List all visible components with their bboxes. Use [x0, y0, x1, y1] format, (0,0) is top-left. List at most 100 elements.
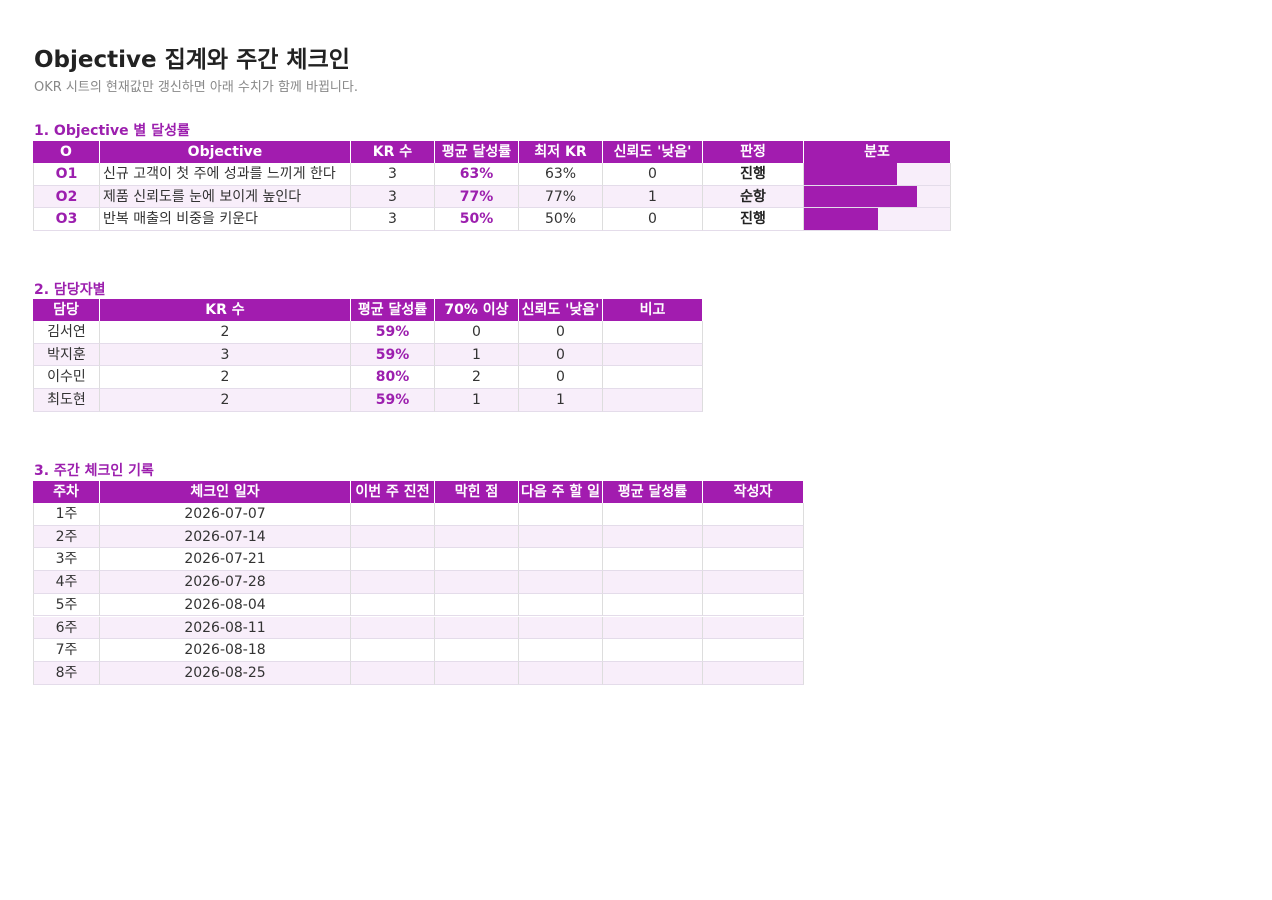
empty-cell: [519, 571, 603, 594]
week: 3주: [33, 548, 100, 572]
empty-cell: [351, 525, 435, 549]
empty-cell: [435, 548, 519, 572]
checkin-date: 2026-08-25: [100, 661, 351, 685]
kr-count: 3: [351, 185, 435, 209]
avg-rate: 63%: [435, 163, 519, 186]
empty-cell: [435, 571, 519, 594]
empty-cell: [703, 525, 804, 549]
empty-cell: [603, 503, 703, 526]
progress-bar: [804, 163, 897, 185]
empty-cell: [603, 571, 703, 594]
empty-cell: [703, 616, 804, 640]
empty-cell: [435, 525, 519, 549]
empty-cell: [603, 343, 703, 367]
column-header: Objective: [100, 141, 351, 163]
section-heading: 3. 주간 체크인 기록: [34, 463, 154, 479]
week: 5주: [33, 593, 100, 617]
checkin-date: 2026-07-14: [100, 525, 351, 549]
empty-cell: [519, 593, 603, 617]
avg-rate: 80%: [351, 366, 435, 390]
kr-count: 3: [351, 208, 435, 232]
verdict: 진행: [703, 208, 804, 232]
kr-count: 2: [100, 389, 351, 412]
empty-cell: [519, 548, 603, 572]
empty-cell: [435, 661, 519, 685]
column-header: KR 수: [351, 141, 435, 163]
column-header: 분포: [804, 141, 951, 163]
column-header: 주차: [33, 481, 100, 503]
kr-count: 3: [100, 343, 351, 367]
owner: 박지훈: [33, 343, 100, 367]
empty-cell: [435, 616, 519, 640]
low-confidence: 0: [519, 321, 603, 344]
week: 4주: [33, 571, 100, 594]
verdict: 진행: [703, 163, 804, 186]
week: 7주: [33, 639, 100, 662]
over-70: 0: [435, 321, 519, 344]
empty-cell: [519, 661, 603, 685]
over-70: 1: [435, 389, 519, 412]
min-kr: 50%: [519, 208, 603, 232]
checkin-date: 2026-07-07: [100, 503, 351, 526]
progress-bar: [804, 185, 918, 208]
empty-cell: [351, 593, 435, 617]
column-header: 평균 달성률: [351, 299, 435, 321]
empty-cell: [519, 525, 603, 549]
empty-cell: [435, 593, 519, 617]
week: 1주: [33, 503, 100, 526]
empty-cell: [703, 571, 804, 594]
empty-cell: [351, 503, 435, 526]
empty-cell: [603, 616, 703, 640]
empty-cell: [703, 503, 804, 526]
empty-cell: [703, 639, 804, 662]
column-header: O: [33, 141, 100, 163]
over-70: 1: [435, 343, 519, 367]
checkin-date: 2026-08-11: [100, 616, 351, 640]
avg-rate: 59%: [351, 389, 435, 412]
column-header: KR 수: [100, 299, 351, 321]
objective-text: 제품 신뢰도를 눈에 보이게 높인다: [100, 185, 351, 209]
empty-cell: [703, 661, 804, 685]
empty-cell: [519, 639, 603, 662]
week: 6주: [33, 616, 100, 640]
empty-cell: [435, 639, 519, 662]
column-header: 이번 주 진전: [351, 481, 435, 503]
kr-count: 2: [100, 321, 351, 344]
objective-text: 반복 매출의 비중을 키운다: [100, 208, 351, 232]
progress-bar: [804, 208, 878, 231]
checkin-date: 2026-08-18: [100, 639, 351, 662]
empty-cell: [603, 321, 703, 344]
empty-cell: [603, 593, 703, 617]
empty-cell: [351, 616, 435, 640]
column-header: 신뢰도 '낮음': [519, 299, 603, 321]
column-header: 다음 주 할 일: [519, 481, 603, 503]
low-confidence: 0: [519, 343, 603, 367]
column-header: 평균 달성률: [435, 141, 519, 163]
column-header: 평균 달성률: [603, 481, 703, 503]
column-header: 작성자: [703, 481, 804, 503]
kr-count: 2: [100, 366, 351, 390]
checkin-date: 2026-07-21: [100, 548, 351, 572]
low-confidence: 1: [603, 185, 703, 209]
avg-rate: 59%: [351, 321, 435, 344]
empty-cell: [603, 639, 703, 662]
page-title: Objective 집계와 주간 체크인: [34, 47, 350, 73]
week: 8주: [33, 661, 100, 685]
empty-cell: [603, 548, 703, 572]
owner: 이수민: [33, 366, 100, 390]
column-header: 70% 이상: [435, 299, 519, 321]
empty-cell: [435, 503, 519, 526]
empty-cell: [603, 389, 703, 412]
checkin-date: 2026-07-28: [100, 571, 351, 594]
verdict: 순항: [703, 185, 804, 209]
min-kr: 77%: [519, 185, 603, 209]
column-header: 최저 KR: [519, 141, 603, 163]
empty-cell: [603, 661, 703, 685]
column-header: 담당: [33, 299, 100, 321]
page-subtitle: OKR 시트의 현재값만 갱신하면 아래 수치가 함께 바뀝니다.: [34, 80, 358, 95]
avg-rate: 77%: [435, 185, 519, 209]
section-heading: 1. Objective 별 달성률: [34, 123, 190, 139]
objective-text: 신규 고객이 첫 주에 성과를 느끼게 한다: [100, 163, 351, 186]
checkin-date: 2026-08-04: [100, 593, 351, 617]
